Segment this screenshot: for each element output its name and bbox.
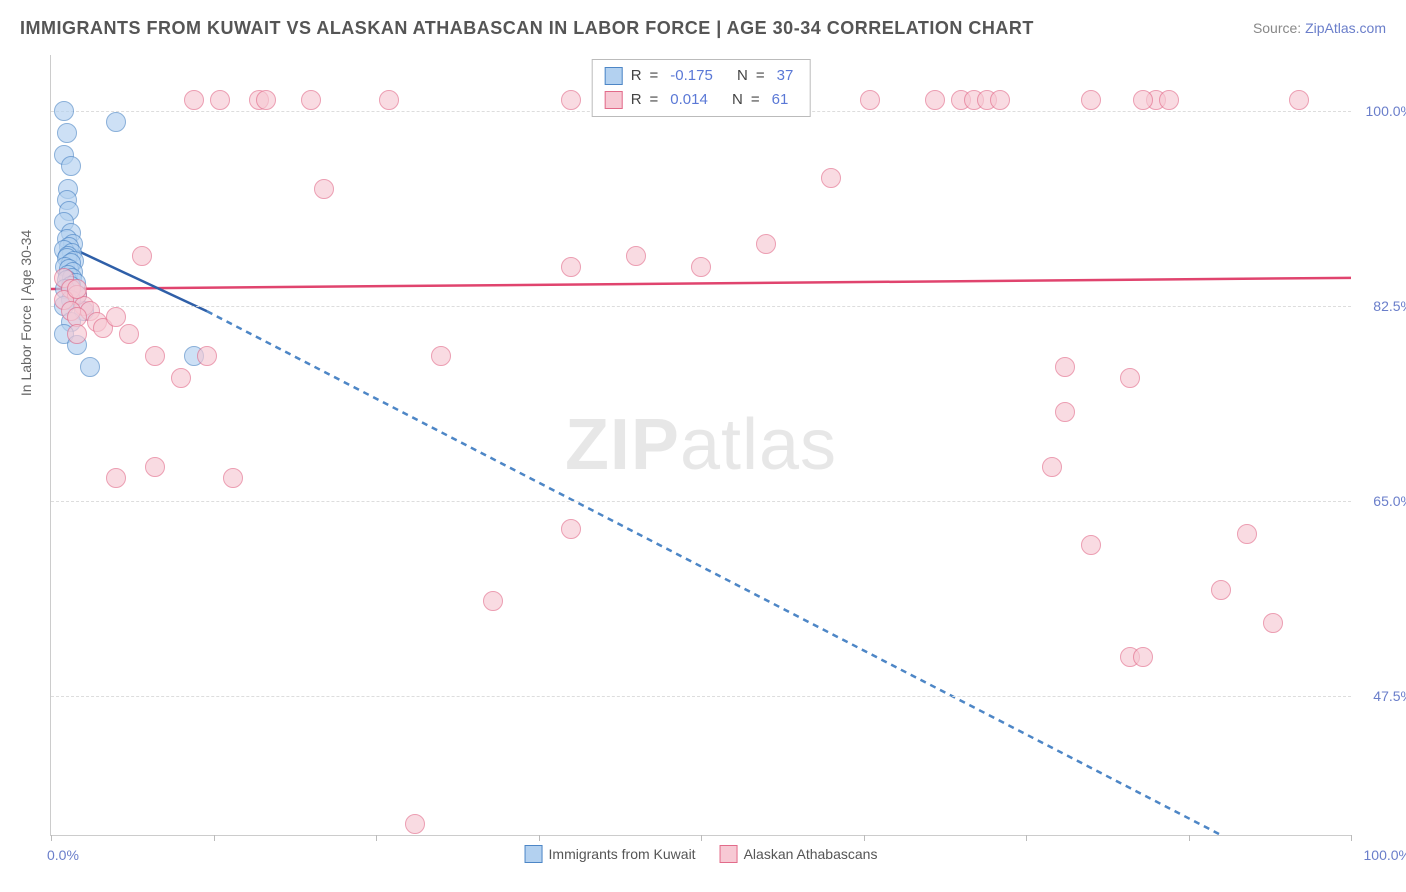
y-tick-label: 47.5%: [1373, 688, 1406, 704]
x-tick: [376, 835, 377, 841]
r-value-athabascan: 0.014: [666, 88, 712, 112]
watermark: ZIPatlas: [565, 404, 837, 486]
data-point-athabascan: [561, 257, 581, 277]
legend-swatch-kuwait: [525, 845, 543, 863]
y-tick-label: 100.0%: [1366, 103, 1406, 119]
data-point-athabascan: [379, 90, 399, 110]
data-point-athabascan: [1159, 90, 1179, 110]
stats-row-kuwait: R = -0.175 N = 37: [605, 64, 798, 88]
data-point-athabascan: [431, 346, 451, 366]
data-point-athabascan: [483, 591, 503, 611]
data-point-athabascan: [184, 90, 204, 110]
legend-swatch-athabascan: [720, 845, 738, 863]
stats-row-athabascan: R = 0.014 N = 61: [605, 88, 798, 112]
data-point-athabascan: [106, 307, 126, 327]
data-point-athabascan: [405, 814, 425, 834]
swatch-athabascan: [605, 91, 623, 109]
correlation-stats-box: R = -0.175 N = 37 R = 0.014 N = 61: [592, 59, 811, 117]
y-axis-title: In Labor Force | Age 30-34: [18, 230, 34, 396]
legend-item-kuwait: Immigrants from Kuwait: [525, 845, 696, 863]
data-point-athabascan: [1237, 524, 1257, 544]
data-point-kuwait: [54, 101, 74, 121]
data-point-athabascan: [561, 519, 581, 539]
y-tick-label: 82.5%: [1373, 298, 1406, 314]
x-tick: [1189, 835, 1190, 841]
chart-title: IMMIGRANTS FROM KUWAIT VS ALASKAN ATHABA…: [20, 18, 1034, 39]
legend-label-athabascan: Alaskan Athabascans: [744, 846, 878, 862]
data-point-athabascan: [1263, 613, 1283, 633]
legend: Immigrants from Kuwait Alaskan Athabasca…: [525, 845, 878, 863]
source-attribution: Source: ZipAtlas.com: [1253, 20, 1386, 36]
gridline-h: [51, 306, 1351, 307]
gridline-h: [51, 501, 1351, 502]
x-axis-label-min: 0.0%: [47, 847, 79, 863]
data-point-athabascan: [860, 90, 880, 110]
data-point-athabascan: [145, 346, 165, 366]
data-point-athabascan: [1120, 368, 1140, 388]
gridline-h: [51, 696, 1351, 697]
data-point-athabascan: [1081, 535, 1101, 555]
data-point-athabascan: [67, 279, 87, 299]
y-tick-label: 65.0%: [1373, 493, 1406, 509]
data-point-athabascan: [301, 90, 321, 110]
data-point-athabascan: [1055, 357, 1075, 377]
data-point-athabascan: [990, 90, 1010, 110]
n-value-kuwait: 37: [773, 64, 798, 88]
data-point-athabascan: [1211, 580, 1231, 600]
data-point-athabascan: [256, 90, 276, 110]
data-point-athabascan: [561, 90, 581, 110]
x-axis-label-max: 100.0%: [1364, 847, 1406, 863]
x-tick: [51, 835, 52, 841]
data-point-athabascan: [314, 179, 334, 199]
data-point-athabascan: [821, 168, 841, 188]
legend-label-kuwait: Immigrants from Kuwait: [549, 846, 696, 862]
x-tick: [1026, 835, 1027, 841]
swatch-kuwait: [605, 67, 623, 85]
trend-lines: [51, 55, 1351, 835]
data-point-kuwait: [106, 112, 126, 132]
data-point-athabascan: [145, 457, 165, 477]
data-point-kuwait: [80, 357, 100, 377]
data-point-athabascan: [1055, 402, 1075, 422]
data-point-kuwait: [61, 156, 81, 176]
x-tick: [864, 835, 865, 841]
data-point-athabascan: [119, 324, 139, 344]
data-point-athabascan: [132, 246, 152, 266]
n-value-athabascan: 61: [768, 88, 793, 112]
x-tick: [539, 835, 540, 841]
data-point-athabascan: [1289, 90, 1309, 110]
data-point-athabascan: [756, 234, 776, 254]
data-point-athabascan: [1081, 90, 1101, 110]
data-point-athabascan: [1133, 647, 1153, 667]
data-point-athabascan: [210, 90, 230, 110]
data-point-athabascan: [1133, 90, 1153, 110]
data-point-athabascan: [106, 468, 126, 488]
data-point-athabascan: [626, 246, 646, 266]
x-tick: [701, 835, 702, 841]
data-point-athabascan: [171, 368, 191, 388]
data-point-athabascan: [197, 346, 217, 366]
x-tick: [1351, 835, 1352, 841]
legend-item-athabascan: Alaskan Athabascans: [720, 845, 878, 863]
scatter-plot: ZIPatlas R = -0.175 N = 37 R = 0.014 N =…: [50, 55, 1351, 836]
data-point-athabascan: [1042, 457, 1062, 477]
data-point-athabascan: [67, 324, 87, 344]
data-point-kuwait: [57, 123, 77, 143]
data-point-athabascan: [691, 257, 711, 277]
source-prefix: Source:: [1253, 20, 1305, 36]
r-value-kuwait: -0.175: [666, 64, 717, 88]
data-point-athabascan: [223, 468, 243, 488]
x-tick: [214, 835, 215, 841]
source-link[interactable]: ZipAtlas.com: [1305, 20, 1386, 36]
data-point-athabascan: [925, 90, 945, 110]
